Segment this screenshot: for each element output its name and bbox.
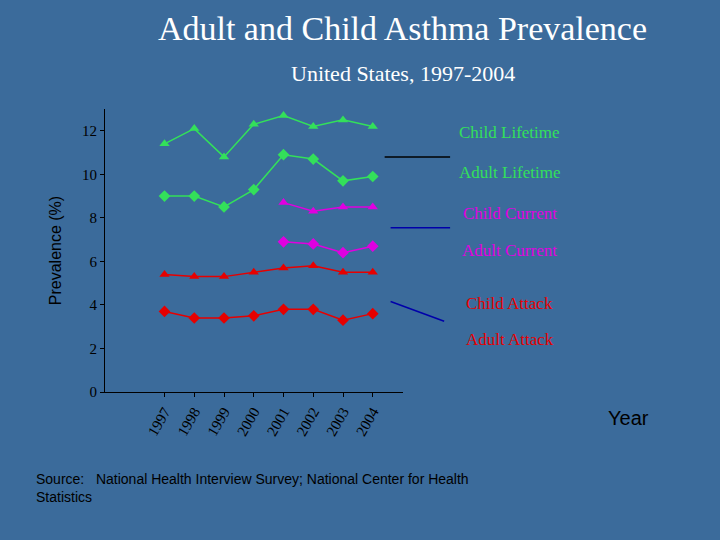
svg-text:2000: 2000	[234, 405, 263, 439]
svg-text:2003: 2003	[323, 405, 352, 439]
svg-text:Child Lifetime: Child Lifetime	[459, 123, 560, 142]
svg-text:Year: Year	[608, 407, 649, 429]
svg-text:Adult Attack: Adult Attack	[466, 330, 554, 349]
svg-text:United States, 1997-2004: United States, 1997-2004	[291, 61, 515, 86]
svg-text:2: 2	[90, 341, 98, 357]
svg-text:Child Current: Child Current	[463, 204, 557, 223]
svg-text:Adult Lifetime: Adult Lifetime	[459, 163, 561, 182]
svg-text:Prevalence (%): Prevalence (%)	[47, 196, 64, 305]
svg-text:2002: 2002	[293, 405, 322, 439]
svg-text:8: 8	[90, 210, 98, 226]
svg-text:Adult and Child Asthma Prevale: Adult and Child Asthma Prevalence	[158, 10, 647, 47]
svg-text:2004: 2004	[353, 404, 382, 438]
svg-text:Source: National Health Inte: Source: National Health Interview Survey…	[36, 471, 469, 505]
svg-text:2001: 2001	[264, 405, 293, 439]
svg-text:0: 0	[90, 384, 98, 400]
svg-text:10: 10	[82, 167, 97, 183]
svg-text:Adult Current: Adult Current	[462, 241, 557, 260]
svg-text:Child Attack: Child Attack	[466, 294, 553, 313]
svg-text:4: 4	[90, 297, 98, 313]
svg-text:1999: 1999	[204, 405, 233, 439]
svg-text:1997: 1997	[145, 404, 174, 438]
svg-text:6: 6	[90, 254, 98, 270]
svg-text:12: 12	[82, 123, 97, 139]
svg-text:1998: 1998	[174, 405, 203, 439]
